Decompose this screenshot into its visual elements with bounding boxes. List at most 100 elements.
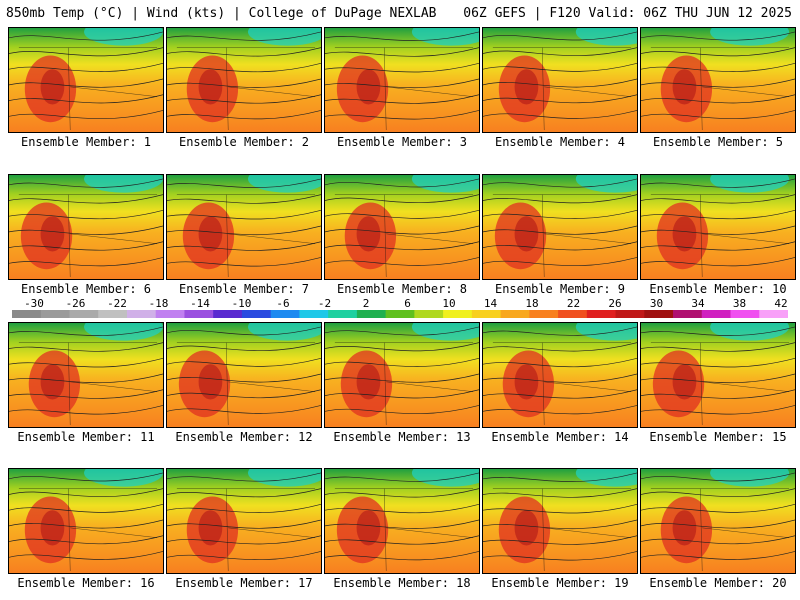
ensemble-member-map bbox=[482, 468, 638, 574]
map-valid-time: 06Z GEFS | F120 Valid: 06Z THU JUN 12 20… bbox=[463, 6, 792, 21]
temperature-field bbox=[325, 175, 479, 279]
ensemble-member-label: Ensemble Member: 6 bbox=[20, 282, 152, 296]
colorbar-tick-label: 34 bbox=[691, 297, 705, 310]
temperature-field bbox=[167, 469, 321, 573]
colorbar-swatch bbox=[126, 310, 157, 318]
temperature-field bbox=[167, 28, 321, 132]
ensemble-member-label: Ensemble Member: 1 bbox=[20, 135, 152, 149]
colorbar-tick-label: 2 bbox=[362, 297, 370, 310]
ensemble-member-label: Ensemble Member: 5 bbox=[652, 135, 784, 149]
ensemble-member-label: Ensemble Member: 4 bbox=[494, 135, 626, 149]
ensemble-member-label: Ensemble Member: 12 bbox=[175, 430, 313, 444]
colorbar-swatch bbox=[184, 310, 214, 318]
ensemble-member-map bbox=[324, 174, 480, 280]
colorbar-tick-label: 10 bbox=[442, 297, 456, 310]
colorbar-swatch bbox=[155, 310, 185, 318]
ensemble-member-map bbox=[166, 322, 322, 428]
colorbar-swatch bbox=[270, 310, 300, 318]
temperature-field bbox=[483, 175, 637, 279]
temperature-field bbox=[641, 469, 795, 573]
colorbar-swatch bbox=[529, 310, 559, 318]
ensemble-member-label: Ensemble Member: 10 bbox=[649, 282, 787, 296]
ensemble-member-label: Ensemble Member: 19 bbox=[491, 576, 629, 590]
colorbar-swatch bbox=[385, 310, 415, 318]
temperature-field bbox=[325, 323, 479, 427]
colorbar-swatch bbox=[69, 310, 99, 318]
colorbar-swatch bbox=[12, 310, 42, 318]
colorbar-swatch bbox=[471, 310, 502, 318]
temperature-field bbox=[167, 175, 321, 279]
colorbar-swatch bbox=[299, 310, 329, 318]
ensemble-member-label: Ensemble Member: 2 bbox=[178, 135, 310, 149]
colorbar-swatch bbox=[701, 310, 732, 318]
ensemble-member-map bbox=[8, 468, 164, 574]
ensemble-member-map bbox=[166, 27, 322, 133]
colorbar-swatch bbox=[414, 310, 444, 318]
temperature-field bbox=[325, 469, 479, 573]
ensemble-member-map bbox=[8, 322, 164, 428]
temperature-field bbox=[9, 323, 163, 427]
ensemble-member-map bbox=[640, 174, 796, 280]
temperature-field bbox=[9, 175, 163, 279]
colorbar-tick-label: -22 bbox=[107, 297, 127, 310]
temperature-field bbox=[483, 469, 637, 573]
colorbar-swatch bbox=[615, 310, 645, 318]
colorbar-tick-label: -2 bbox=[317, 297, 332, 310]
ensemble-member-map bbox=[640, 468, 796, 574]
colorbar-tick-label: -26 bbox=[65, 297, 86, 310]
temperature-field bbox=[641, 175, 795, 279]
colorbar-tick-label: 38 bbox=[732, 297, 747, 310]
ensemble-member-label: Ensemble Member: 15 bbox=[649, 430, 787, 444]
temperature-field bbox=[167, 323, 321, 427]
colorbar-swatch bbox=[759, 310, 788, 318]
temperature-field bbox=[325, 28, 479, 132]
colorbar-tick-label: -30 bbox=[24, 297, 44, 310]
ensemble-member-label: Ensemble Member: 7 bbox=[178, 282, 310, 296]
colorbar-tick-label: 22 bbox=[566, 297, 581, 310]
ensemble-member-map bbox=[640, 27, 796, 133]
colorbar-swatch bbox=[500, 310, 530, 318]
ensemble-member-map bbox=[166, 174, 322, 280]
ensemble-member-label: Ensemble Member: 14 bbox=[491, 430, 629, 444]
ensemble-member-label: Ensemble Member: 17 bbox=[175, 576, 313, 590]
temperature-field bbox=[483, 323, 637, 427]
temperature-field bbox=[9, 28, 163, 132]
ensemble-member-label: Ensemble Member: 13 bbox=[333, 430, 471, 444]
colorbar-swatch bbox=[328, 310, 358, 318]
colorbar-swatch bbox=[98, 310, 128, 318]
ensemble-member-map bbox=[482, 27, 638, 133]
temperature-field bbox=[641, 28, 795, 132]
temperature-field bbox=[483, 28, 637, 132]
colorbar-swatch bbox=[40, 310, 70, 318]
ensemble-member-map bbox=[324, 468, 480, 574]
colorbar-tick-label: 26 bbox=[608, 297, 622, 310]
ensemble-member-label: Ensemble Member: 18 bbox=[333, 576, 471, 590]
ensemble-member-map bbox=[324, 322, 480, 428]
colorbar-tick-label: 42 bbox=[774, 297, 788, 310]
colorbar-tick-label: 30 bbox=[649, 297, 664, 310]
ensemble-member-label: Ensemble Member: 8 bbox=[336, 282, 468, 296]
ensemble-member-map bbox=[324, 27, 480, 133]
colorbar-tick-label: 14 bbox=[483, 297, 498, 310]
colorbar-tick-label: 18 bbox=[525, 297, 539, 310]
ensemble-member-map bbox=[8, 174, 164, 280]
ensemble-member-map bbox=[8, 27, 164, 133]
temperature-field bbox=[641, 323, 795, 427]
colorbar-swatch bbox=[241, 310, 272, 318]
ensemble-member-map bbox=[482, 322, 638, 428]
map-title: 850mb Temp (°C) | Wind (kts) | College o… bbox=[6, 6, 437, 21]
colorbar-tick-label: -14 bbox=[190, 297, 210, 310]
colorbar-swatch bbox=[443, 310, 473, 318]
colorbar-swatch bbox=[673, 310, 703, 318]
colorbar-swatch bbox=[213, 310, 243, 318]
colorbar-swatch bbox=[730, 310, 760, 318]
colorbar-swatch bbox=[586, 310, 617, 318]
ensemble-member-label: Ensemble Member: 11 bbox=[17, 430, 155, 444]
colorbar-tick-label: 6 bbox=[404, 297, 411, 310]
colorbar-swatch bbox=[644, 310, 674, 318]
ensemble-member-map bbox=[166, 468, 322, 574]
ensemble-member-label: Ensemble Member: 3 bbox=[336, 135, 468, 149]
colorbar-tick-label: -18 bbox=[148, 297, 169, 310]
ensemble-member-label: Ensemble Member: 9 bbox=[494, 282, 626, 296]
temperature-colorbar bbox=[12, 310, 788, 318]
